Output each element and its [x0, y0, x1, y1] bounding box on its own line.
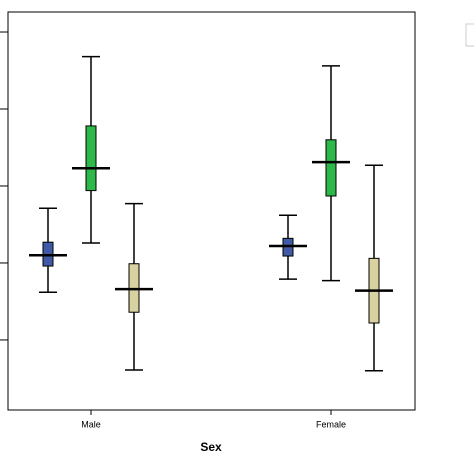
plot-frame [7, 11, 416, 411]
legend-fragment [465, 23, 474, 47]
x-tick-label: Male [81, 419, 101, 429]
x-tick-label: Female [316, 419, 346, 429]
box [85, 125, 97, 192]
box [325, 139, 337, 197]
x-axis-label: Sex [200, 440, 222, 454]
